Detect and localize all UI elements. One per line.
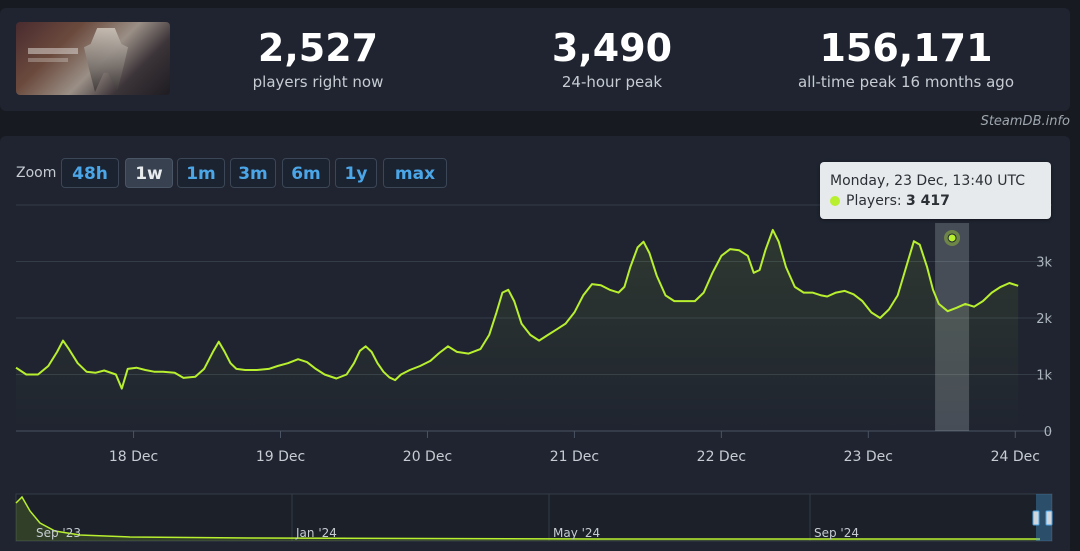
tooltip-value-row: Players: 3 417 [830, 193, 950, 209]
navigator-frame [15, 493, 1053, 542]
y-tick-label-3k: 3k [1036, 256, 1052, 271]
stat-24h-peak: 3,490 24-hour peak [482, 26, 742, 92]
zoom-button-1y[interactable]: 1y [335, 158, 377, 188]
game-logo-bar [28, 48, 78, 54]
current-players-label: players right now [252, 73, 384, 91]
stat-alltime-peak: 156,171 all-time peak 16 months ago [776, 26, 1036, 92]
steamdb-credit[interactable]: SteamDB.info [980, 114, 1070, 129]
x-tick-label-6: 24 Dec [991, 449, 1040, 465]
navigator-line [15, 495, 1040, 540]
navigator: Sep '23 Jan '24 May '24 Sep '24 [15, 493, 1053, 542]
stat-current-players: 2,527 players right now [188, 26, 448, 92]
navigator-label-3: Sep '24 [814, 526, 859, 540]
tooltip-value: 3 417 [906, 193, 950, 209]
y-tick-label-1k: 1k [1036, 369, 1052, 384]
peak-24h-label: 24-hour peak [561, 73, 663, 91]
peak-24h-value: 3,490 [551, 26, 673, 70]
navigator-label-0: Sep '23 [36, 526, 81, 540]
game-logo-bar-secondary [28, 58, 68, 62]
y-axis-labels: 0 1k 2k 3k [1036, 256, 1052, 441]
tooltip-series-label: Players: [846, 193, 902, 209]
mech-graphic [84, 28, 128, 92]
navigator-label-1: Jan '24 [295, 526, 337, 540]
hover-marker-point [947, 233, 957, 243]
chart-tooltip: Monday, 23 Dec, 13:40 UTC Players: 3 417 [820, 162, 1051, 219]
player-count-chart[interactable]: 18 Dec 19 Dec 20 Dec 21 Dec 22 Dec 23 Dec 24 D… [0, 136, 1080, 551]
navigator-handle-left-icon [1032, 510, 1040, 526]
stats-bar: 2,527 players right now 3,490 24-hour pe… [0, 8, 1070, 111]
x-tick-label-2: 20 Dec [403, 449, 452, 465]
x-tick-label-4: 22 Dec [697, 449, 746, 465]
navigator-handle-right-icon [1045, 510, 1053, 526]
navigator-label-2: May '24 [553, 526, 600, 540]
series-line-players [15, 228, 1019, 390]
alltime-peak-label: all-time peak 16 months ago [797, 73, 1014, 91]
area-fill [16, 229, 1019, 431]
zoom-label: Zoom [16, 165, 57, 181]
tooltip-date: Monday, 23 Dec, 13:40 UTC [830, 173, 1025, 189]
alltime-peak-value: 156,171 [819, 26, 993, 70]
zoom-button-3m[interactable]: 3m [230, 158, 276, 188]
x-tick-label-5: 23 Dec [844, 449, 893, 465]
series-area [16, 229, 1019, 431]
y-tick-label-2k: 2k [1036, 312, 1052, 327]
zoom-button-max[interactable]: max [383, 158, 447, 188]
series-players [15, 228, 1019, 390]
series-dot-icon [830, 196, 840, 206]
x-axis-labels: 18 Dec 19 Dec 20 Dec 21 Dec 22 Dec 23 Dec 24 D… [109, 431, 1040, 465]
x-tick-label-0: 18 Dec [109, 449, 158, 465]
zoom-button-1m[interactable]: 1m [177, 158, 225, 188]
hover-marker [944, 229, 961, 246]
zoom-button-6m[interactable]: 6m [282, 158, 330, 188]
game-thumbnail[interactable] [16, 22, 170, 95]
current-players-value: 2,527 [257, 26, 379, 70]
y-tick-label-0: 0 [1044, 425, 1052, 440]
x-tick-label-3: 21 Dec [550, 449, 599, 465]
navigator-selection [1036, 494, 1052, 541]
x-tick-label-1: 19 Dec [256, 449, 305, 465]
zoom-button-48h[interactable]: 48h [61, 158, 119, 188]
zoom-button-1w[interactable]: 1w [125, 158, 173, 188]
